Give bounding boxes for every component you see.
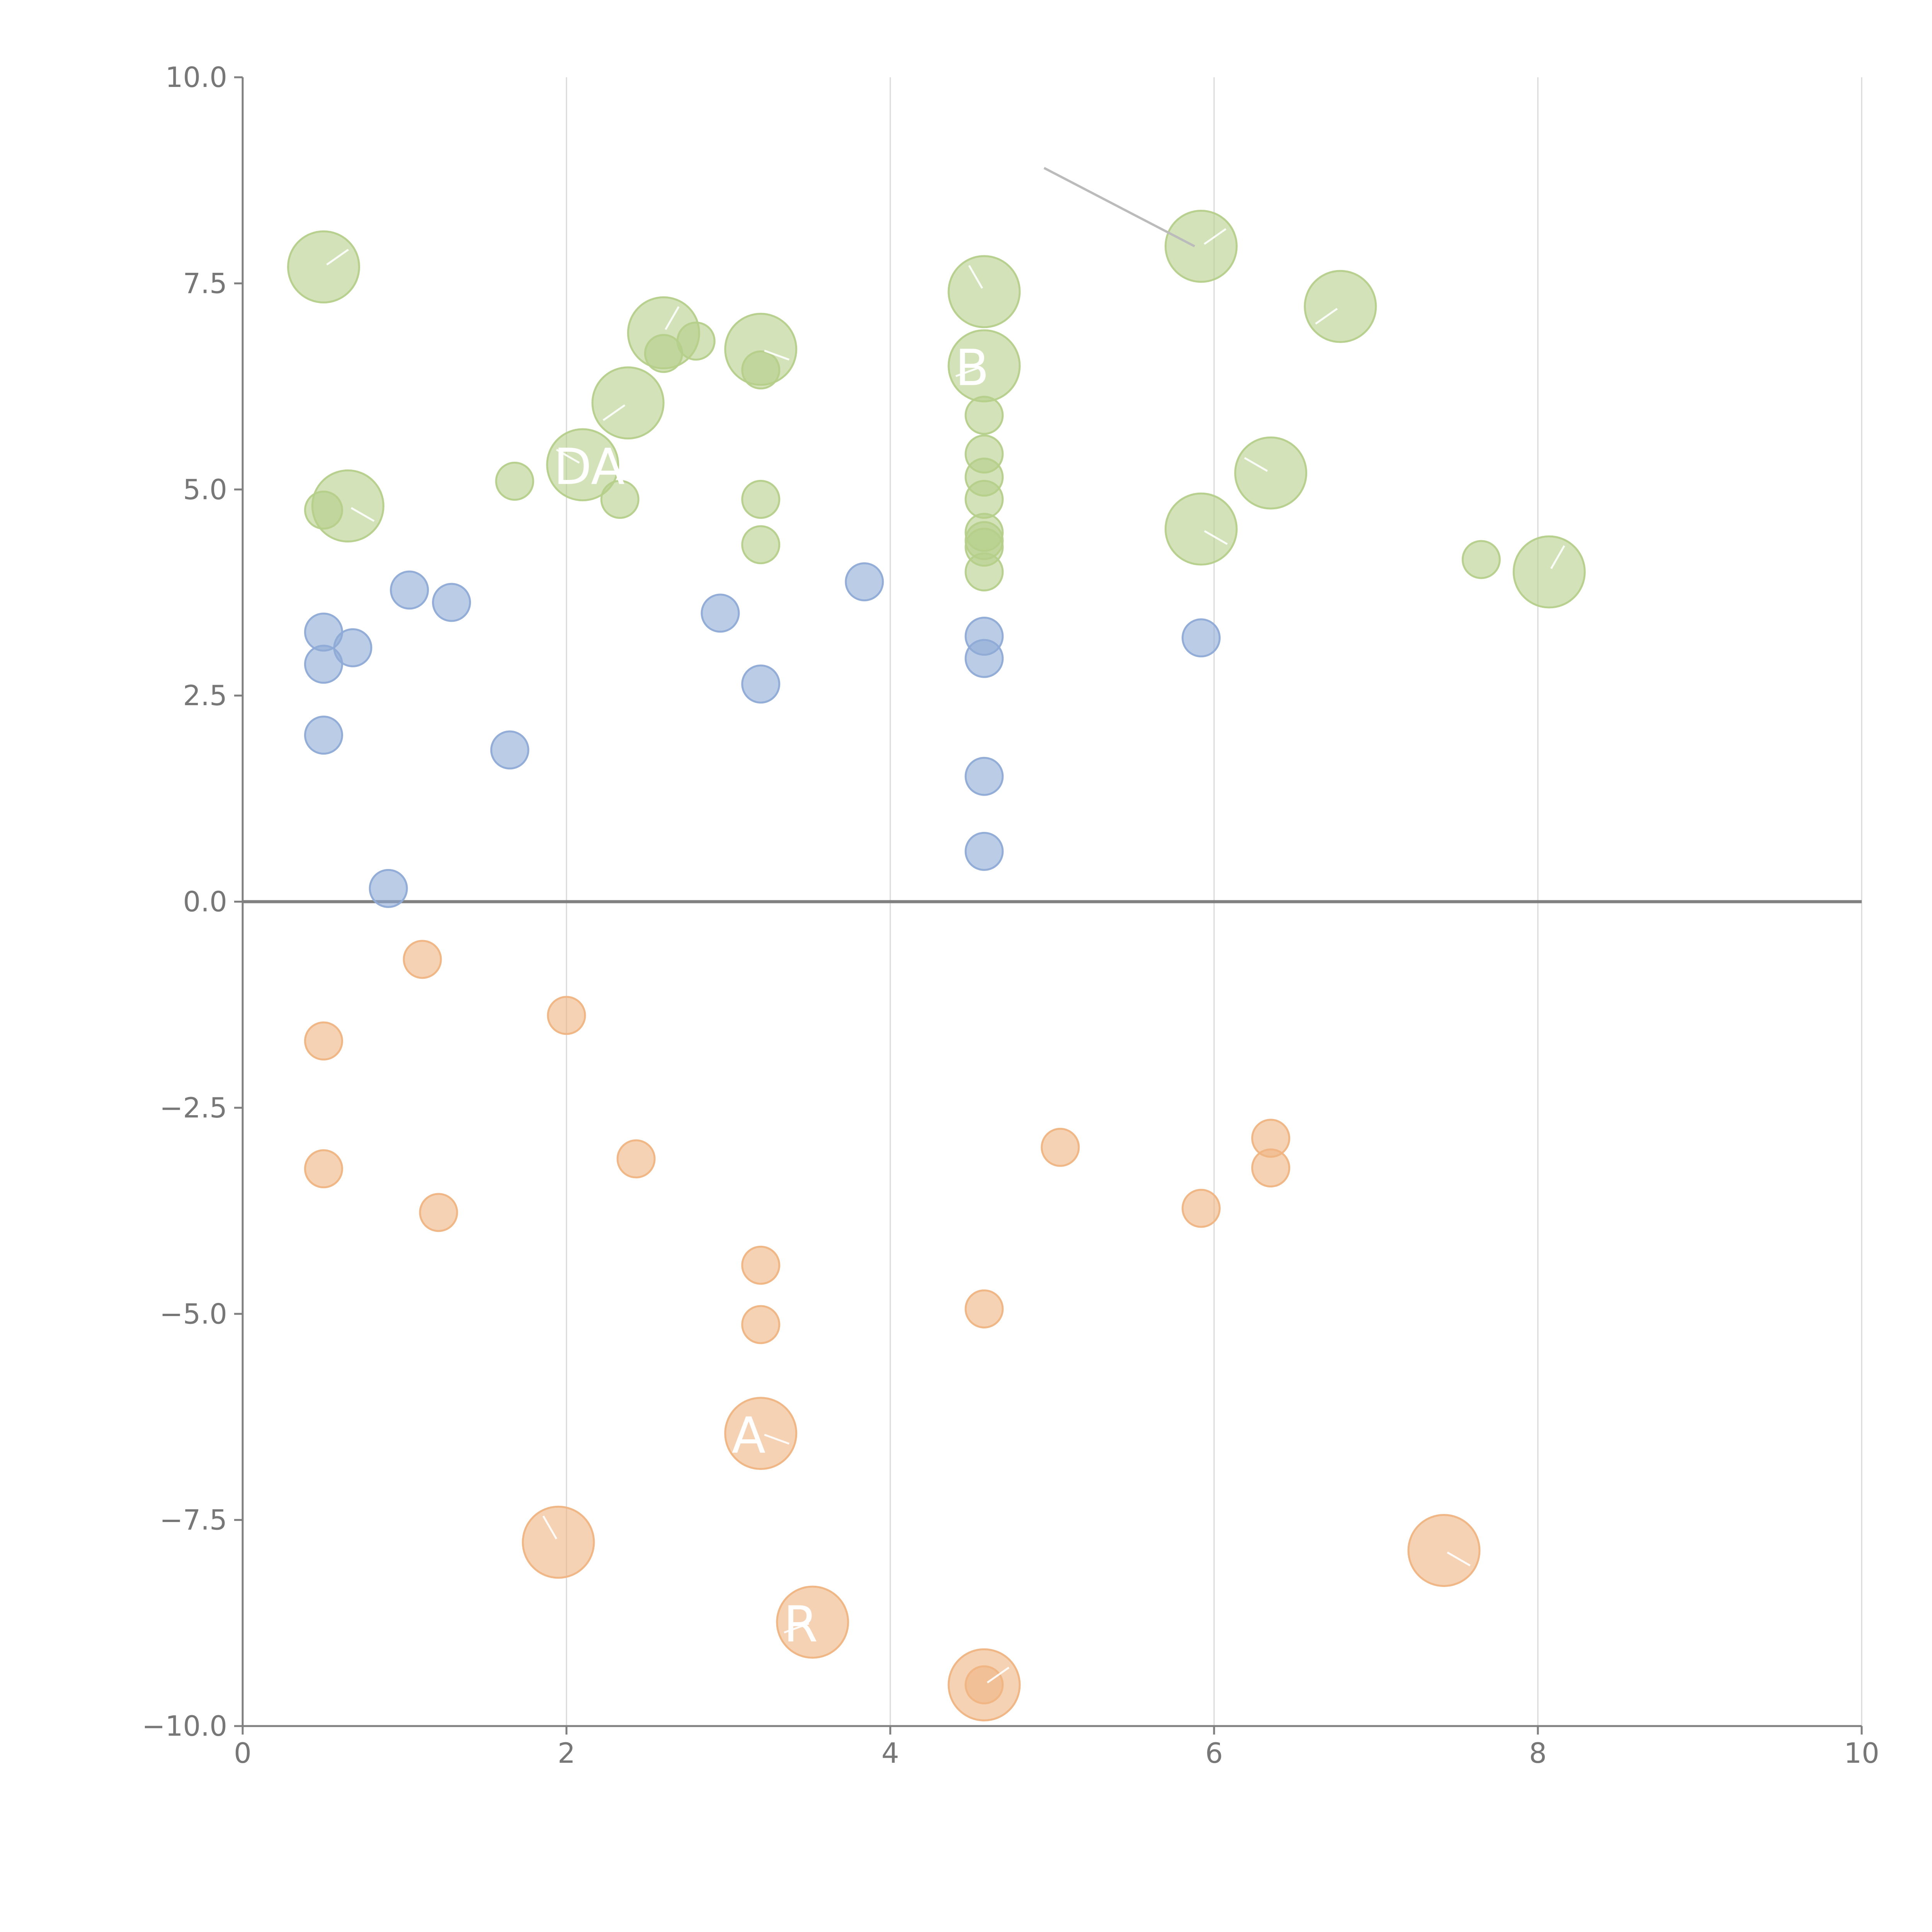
data-points — [287, 209, 1586, 1721]
blue-data-point — [390, 570, 429, 610]
green-data-point — [1461, 540, 1501, 579]
label-leader-line — [1204, 530, 1228, 545]
green-data-point — [1164, 209, 1238, 283]
y-tick-label: −7.5 — [160, 1504, 227, 1536]
blue-data-point — [304, 716, 343, 755]
blue-data-point — [333, 628, 372, 667]
point-label: DA — [554, 439, 625, 496]
blue-data-point — [369, 869, 408, 908]
green-data-point — [741, 480, 781, 519]
label-leader-line — [542, 1515, 558, 1539]
y-tick-label: −5.0 — [160, 1298, 227, 1330]
orange-data-point — [616, 1139, 656, 1179]
green-data-point — [1304, 270, 1377, 343]
blue-data-point — [432, 583, 471, 622]
green-data-point — [591, 366, 665, 440]
y-tick-label: 10.0 — [165, 61, 227, 94]
label-leader-line — [1550, 545, 1565, 569]
green-data-point — [495, 461, 534, 501]
blue-data-point — [845, 562, 884, 602]
label-leader-line — [1447, 1551, 1471, 1566]
green-data-point — [1234, 436, 1308, 510]
orange-data-point — [964, 1665, 1004, 1704]
orange-data-point — [304, 1021, 343, 1061]
green-data-point — [964, 396, 1004, 435]
label-leader-line — [764, 350, 790, 361]
orange-data-point — [741, 1305, 781, 1344]
green-data-point — [546, 428, 619, 502]
green-data-point — [1164, 492, 1238, 566]
x-tick-label: 2 — [558, 1737, 575, 1769]
orange-data-point — [1181, 1189, 1221, 1228]
callout-leader-line — [1043, 167, 1196, 248]
orange-data-point — [547, 996, 586, 1035]
y-tick-label: −10.0 — [142, 1710, 227, 1742]
x-tick-label: 4 — [881, 1737, 899, 1769]
point-labels: DA B A R — [326, 167, 1565, 1684]
orange-data-point — [776, 1585, 849, 1659]
orange-data-point — [1041, 1128, 1080, 1167]
y-tick-label: 0.0 — [183, 886, 227, 918]
blue-data-point — [964, 832, 1004, 871]
x-tick-label: 8 — [1529, 1737, 1547, 1769]
point-label: R — [784, 1596, 818, 1653]
orange-data-point — [522, 1505, 595, 1579]
label-leader-line — [986, 1667, 1010, 1684]
label-leader-line — [1204, 228, 1226, 245]
label-leader-line — [955, 366, 981, 377]
orange-data-point — [1407, 1514, 1481, 1587]
label-leader-line — [1244, 457, 1268, 472]
label-leader-line — [556, 449, 580, 464]
green-data-point — [947, 255, 1021, 328]
blue-data-point — [304, 645, 343, 684]
blue-data-point — [741, 664, 781, 704]
x-tick-label: 6 — [1205, 1737, 1223, 1769]
label-leader-line — [326, 248, 349, 266]
label-leader-line — [350, 507, 375, 522]
x-tick-label: 10 — [1844, 1737, 1879, 1769]
point-label: A — [732, 1407, 766, 1465]
label-leader-line — [602, 404, 626, 421]
green-data-point — [741, 525, 781, 565]
y-tick-label: −2.5 — [160, 1092, 227, 1124]
x-tick-label: 0 — [234, 1737, 252, 1769]
orange-data-point — [419, 1193, 458, 1232]
y-tick-label: 7.5 — [183, 267, 227, 299]
blue-data-point — [701, 594, 740, 633]
orange-data-point — [1251, 1148, 1291, 1188]
green-data-point — [287, 230, 360, 304]
blue-data-point — [964, 639, 1004, 678]
orange-data-point — [964, 1289, 1004, 1328]
label-leader-line — [665, 306, 680, 330]
orange-data-point — [304, 1149, 343, 1189]
label-leader-line — [1315, 308, 1338, 325]
label-leader-line — [784, 1622, 810, 1634]
y-tick-label: 2.5 — [183, 679, 227, 712]
orange-data-point — [741, 1245, 781, 1285]
blue-data-point — [490, 730, 529, 770]
label-leader-line — [968, 265, 983, 289]
green-data-point — [964, 480, 1004, 519]
green-data-point — [304, 490, 343, 530]
label-leader-line — [764, 1434, 790, 1445]
green-data-point — [600, 480, 639, 519]
green-data-point — [741, 350, 781, 389]
axes: 0 2 4 6 8 10 10.0 7.5 5.0 2.5 0.0 −2.5 −5.0 −7.5 −10.0 — [142, 61, 1879, 1769]
orange-data-point — [724, 1397, 798, 1470]
point-label: B — [955, 340, 989, 397]
blue-data-point — [964, 757, 1004, 796]
green-data-point — [676, 321, 716, 361]
green-data-point — [964, 552, 1004, 592]
orange-data-point — [403, 940, 442, 979]
blue-data-point — [1181, 618, 1221, 658]
y-tick-label: 5.0 — [183, 473, 227, 506]
green-data-point — [1512, 535, 1586, 609]
